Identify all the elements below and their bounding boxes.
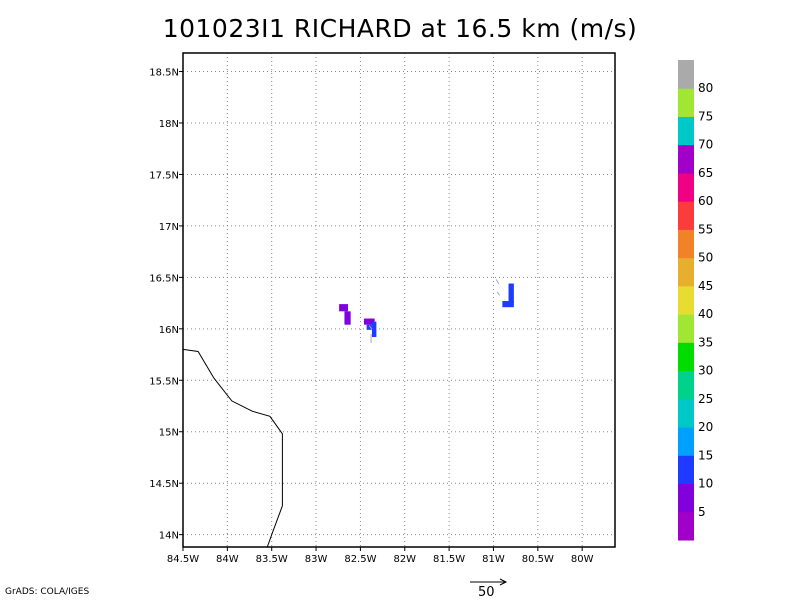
x-tick-label: 81.5W: [433, 554, 465, 565]
colorbar-label: 80: [698, 81, 713, 95]
colorbar-swatch: [678, 370, 694, 400]
x-tick-label: 80W: [571, 554, 594, 565]
footer-credit: GrADS: COLA/IGES: [5, 587, 90, 597]
wind-speed-cell: [371, 321, 377, 338]
colorbar-swatch: [678, 172, 694, 202]
colorbar-label: 5: [698, 505, 706, 519]
x-tick-label: 84.5W: [167, 554, 199, 565]
colorbar-label: 75: [698, 109, 713, 123]
x-tick-label: 84W: [216, 554, 239, 565]
coastline: [182, 348, 283, 548]
x-tick-label: 82.5W: [344, 554, 376, 565]
colorbar-swatch: [678, 229, 694, 259]
wind-speed-cell: [502, 301, 514, 308]
colorbar-swatch: [678, 201, 694, 230]
x-tick-label: 82W: [393, 554, 416, 565]
reference-vector-label: 50: [478, 585, 495, 600]
plot-frame: [182, 52, 616, 548]
wind-speed-cell: [339, 304, 348, 312]
colorbar-label: 55: [698, 222, 713, 236]
y-tick-label: 15.5N: [149, 376, 179, 387]
colorbar-label: 35: [698, 335, 713, 349]
x-tick-label: 83W: [305, 554, 328, 565]
colorbar-swatch: [678, 342, 694, 372]
wind-speed-cell: [363, 318, 375, 325]
colorbar-label: 10: [698, 477, 713, 491]
wind-vector: [495, 279, 500, 285]
x-tick-label: 83.5W: [256, 554, 288, 565]
colorbar-swatch: [678, 427, 694, 456]
colorbar-swatch: [678, 88, 694, 117]
colorbar-swatch: [678, 455, 694, 485]
colorbar-swatch: [678, 398, 694, 428]
colorbar-swatch: [678, 285, 694, 315]
colorbar-label: 40: [698, 307, 713, 321]
colorbar-label: 70: [698, 138, 713, 152]
y-tick-label: 17.5N: [149, 170, 179, 181]
y-tick-label: 18N: [159, 119, 179, 130]
colorbar-label: 30: [698, 364, 713, 378]
x-tick-label: 80.5W: [522, 554, 554, 565]
reference-vector-arrowhead: [499, 578, 508, 586]
wind-speed-cell: [344, 311, 351, 325]
y-tick-label: 14N: [159, 531, 179, 542]
colorbar-label: 15: [698, 448, 713, 462]
y-tick-label: 16N: [159, 325, 179, 336]
wind-vector: [496, 291, 501, 296]
colorbar-label: 25: [698, 392, 713, 406]
colorbar-swatch: [678, 483, 694, 513]
y-tick-label: 18.5N: [149, 68, 179, 79]
y-tick-label: 14.5N: [149, 479, 179, 490]
colorbar-label: 45: [698, 279, 713, 293]
colorbar-swatch: [678, 60, 694, 89]
colorbar-label: 65: [698, 166, 713, 180]
chart-title: 101023I1 RICHARD at 16.5 km (m/s): [162, 14, 638, 43]
colorbar-swatch: [678, 257, 694, 287]
wind-vector: [368, 325, 373, 330]
colorbar-swatch: [678, 314, 694, 343]
y-tick-label: 17N: [159, 222, 179, 233]
wind-speed-cell: [366, 324, 372, 330]
colorbar-label: 60: [698, 194, 713, 208]
wind-speed-cell: [508, 283, 514, 304]
y-tick-label: 15N: [159, 428, 179, 439]
colorbar-label: 50: [698, 251, 713, 265]
colorbar-swatch: [678, 116, 694, 146]
colorbar-swatch: [678, 511, 694, 541]
colorbar-swatch: [678, 144, 694, 174]
y-tick-label: 16.5N: [149, 273, 179, 284]
colorbar-label: 20: [698, 420, 713, 434]
x-tick-label: 81W: [482, 554, 505, 565]
